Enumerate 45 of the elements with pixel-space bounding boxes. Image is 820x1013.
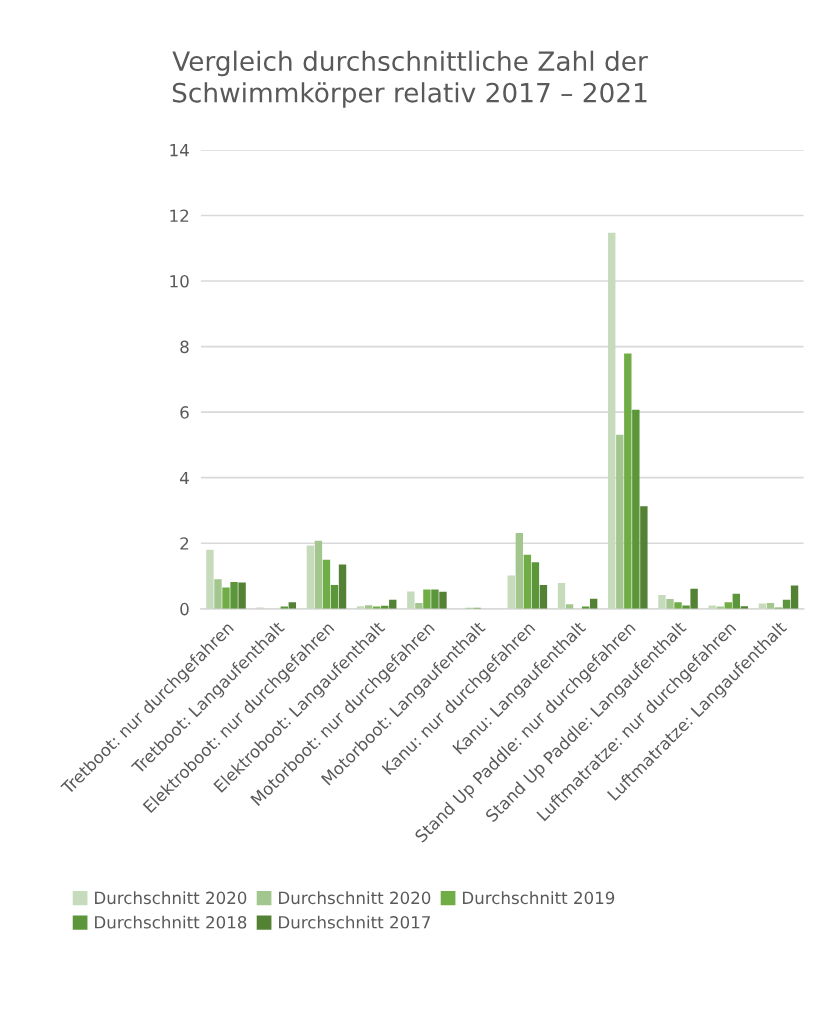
y-tick-label: 12 — [170, 209, 189, 222]
y-tick-label: 4 — [180, 471, 189, 485]
bar — [314, 540, 323, 609]
bar — [515, 533, 524, 609]
legend-label: Durchschnitt 2019 — [463, 891, 615, 905]
legend-label: Durchschnitt 2017 — [279, 915, 430, 929]
y-tick-label: 6 — [180, 406, 189, 419]
bar — [666, 598, 674, 609]
y-tick-label: 10 — [170, 275, 189, 288]
bar — [222, 587, 230, 609]
bar — [531, 562, 540, 609]
bar — [238, 582, 246, 609]
bar — [790, 585, 799, 609]
bar — [415, 602, 423, 609]
bar — [322, 559, 331, 609]
bar — [674, 602, 682, 609]
bar — [616, 434, 624, 609]
bar — [539, 584, 548, 609]
bar — [632, 409, 640, 609]
bar — [206, 549, 214, 609]
bar — [439, 591, 447, 609]
bar — [507, 575, 515, 609]
chart-title: Vergleich durchschnittliche Zahl der Schwimmkörper relativ 2017 – 2021 — [172, 50, 648, 108]
y-tick-label: 14 — [170, 144, 189, 157]
bar — [557, 582, 566, 609]
bar — [230, 581, 238, 609]
bar — [431, 589, 439, 609]
legend-label: Durchschnitt 2020 — [95, 891, 247, 905]
bar — [624, 353, 632, 609]
legend-label: Durchschnitt 2020 — [279, 891, 431, 905]
bar — [608, 232, 616, 609]
bar — [214, 579, 222, 609]
y-tick-label: 0 — [180, 602, 189, 616]
legend-label: Durchschnitt 2018 — [95, 915, 247, 929]
bar — [330, 584, 339, 609]
bar — [690, 588, 698, 609]
bar — [338, 564, 347, 609]
bar — [640, 506, 648, 609]
bar — [423, 589, 431, 609]
bar — [658, 595, 666, 609]
bar — [523, 554, 532, 609]
y-tick-label: 2 — [180, 537, 189, 550]
bar — [407, 591, 415, 609]
y-tick-label: 8 — [180, 340, 189, 354]
bar — [306, 545, 315, 609]
